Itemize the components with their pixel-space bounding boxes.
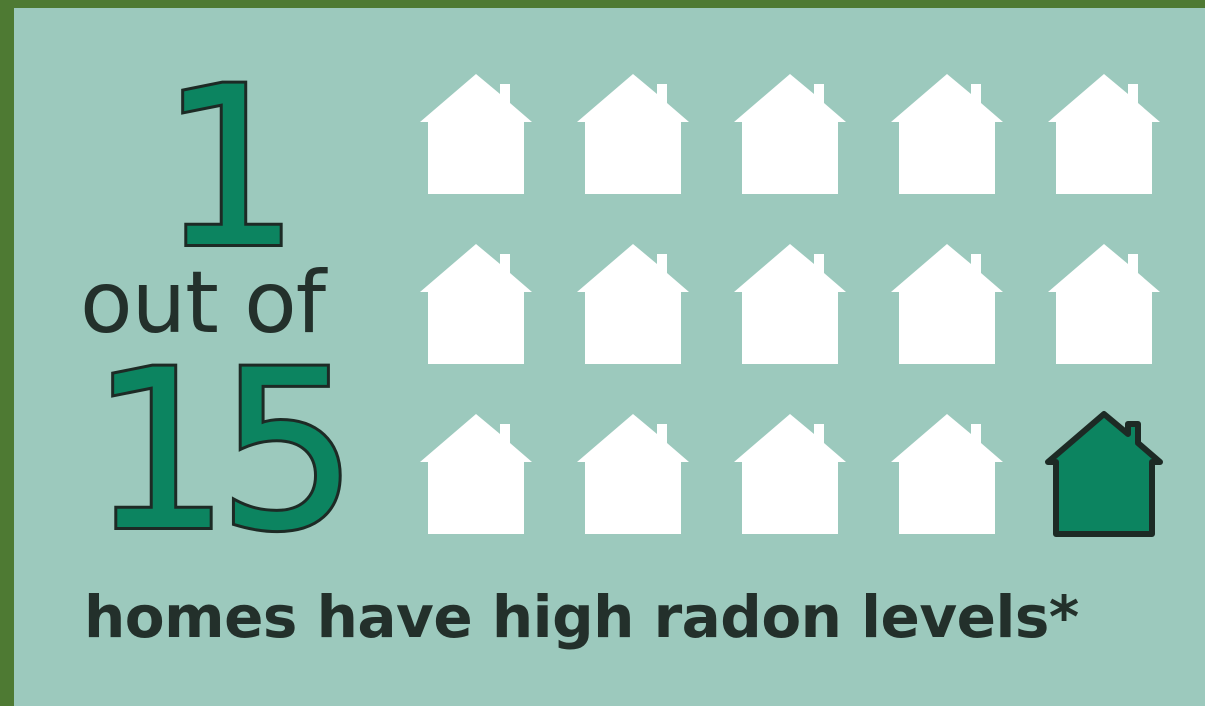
house-icon: [573, 70, 693, 200]
house-icon: [416, 410, 536, 540]
house-icon: [887, 410, 1007, 540]
house-icon: [730, 240, 850, 370]
house-icon: [730, 70, 850, 200]
house-icon-highlighted: [1044, 410, 1164, 540]
house-icon: [1044, 70, 1164, 200]
house-icon: [887, 240, 1007, 370]
house-icon: [416, 240, 536, 370]
stat-numerator: 1: [157, 40, 303, 296]
infographic-panel: 1 out of 15 homes have high radon levels…: [14, 8, 1205, 706]
house-icon: [573, 240, 693, 370]
house-pictogram-grid: [404, 70, 1164, 550]
house-icon: [573, 410, 693, 540]
house-icon: [730, 410, 850, 540]
caption: homes have high radon levels*: [84, 583, 1079, 651]
stat-denominator: 15: [87, 323, 361, 579]
radon-statistic: 1 out of 15: [14, 8, 404, 568]
house-icon: [887, 70, 1007, 200]
house-icon: [1044, 240, 1164, 370]
house-icon: [416, 70, 536, 200]
stat-connector: out of: [80, 253, 326, 353]
